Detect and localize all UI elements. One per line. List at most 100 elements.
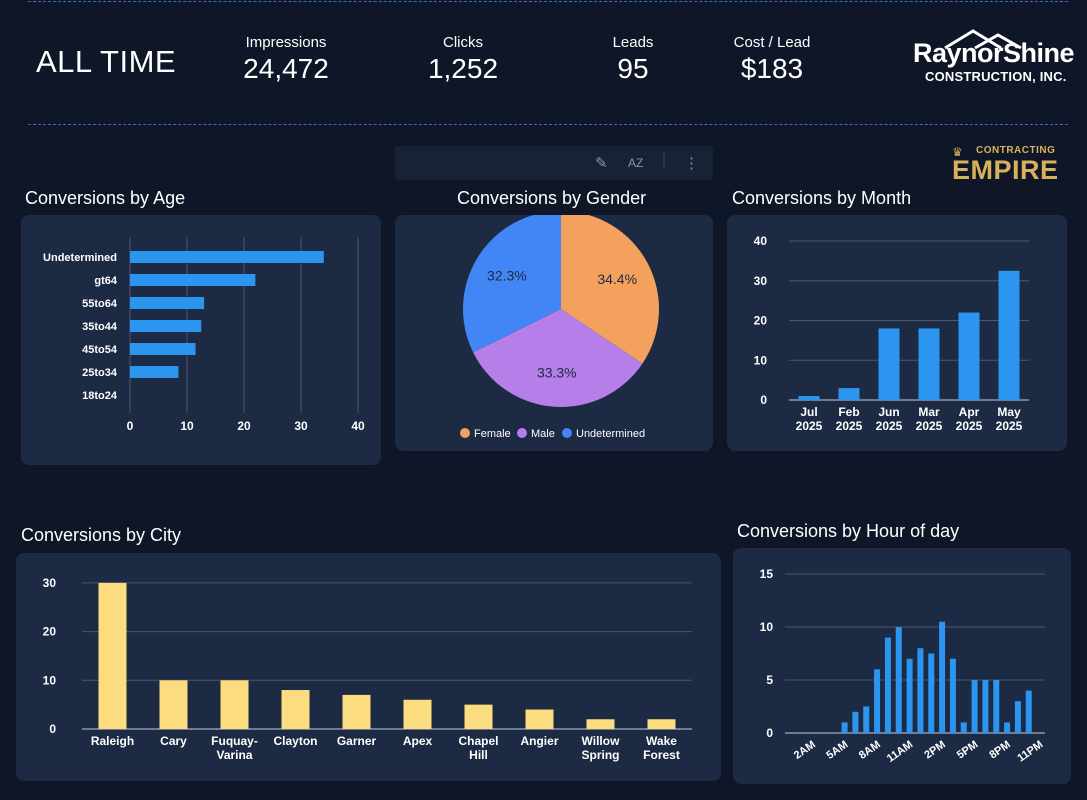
kpi-label: Impressions	[245, 34, 327, 51]
age-chart-title: Conversions by Age	[25, 188, 186, 208]
partner-logo-big: EMPIRE	[952, 155, 1059, 185]
bar	[1025, 690, 1032, 733]
x-tick-label: Apr	[959, 405, 980, 419]
pencil-icon[interactable]: ✎	[595, 155, 608, 172]
bar	[874, 669, 881, 733]
kpi-label: Cost / Lead	[733, 34, 811, 51]
partner-logo-small: CONTRACTING	[976, 145, 1056, 156]
more-vertical-icon[interactable]: ⋮	[684, 155, 699, 172]
x-tick-label: Varina	[216, 748, 252, 762]
age-bar-chart: 0 10 20 30 40 Undetermined gt64 55to64 35to44 45t…	[43, 237, 365, 433]
x-tick-label: Chapel	[458, 734, 498, 748]
x-tick-label: 2025	[956, 419, 983, 433]
hour-bar-chart: 0 5 10 15 2AM 5AM 8AM 11AM 2PM 5PM 8PM 11PM	[760, 567, 1046, 765]
bar	[220, 680, 249, 729]
y-tick-label: Undetermined	[43, 252, 117, 264]
bar	[130, 343, 196, 355]
x-tick-label: 2AM	[792, 739, 818, 762]
bar	[647, 719, 676, 729]
toolbar-separator: |	[662, 151, 666, 168]
bar	[928, 653, 935, 733]
x-tick-label: 20	[237, 419, 251, 433]
y-tick-label: 25to34	[82, 367, 118, 379]
roof-icon	[944, 29, 1022, 50]
x-tick-label: Raleigh	[91, 734, 134, 748]
x-tick-label: Willow	[582, 734, 621, 748]
x-tick-label: Mar	[918, 405, 940, 419]
bar	[98, 582, 127, 729]
x-tick-label: Clayton	[273, 734, 317, 748]
bar	[971, 680, 978, 733]
y-tick-label: 18to24	[82, 390, 118, 402]
x-tick-label: 11PM	[1015, 739, 1045, 765]
sort-az-icon[interactable]: AZ	[628, 156, 644, 170]
hour-chart-title: Conversions by Hour of day	[737, 521, 960, 541]
bar	[960, 722, 967, 733]
kpi-impressions: Impressions 24,472	[236, 34, 336, 85]
x-tick-label: 2025	[916, 419, 943, 433]
y-tick-label: 30	[754, 274, 768, 288]
x-tick-label: Fuquay-	[211, 734, 258, 748]
x-tick-label: 2025	[796, 419, 823, 433]
month-bar-chart: 010203040Jul2025Feb2025Jun2025Mar2025Apr…	[754, 234, 1029, 433]
chart-toolbar: ✎ AZ | ⋮	[395, 146, 713, 180]
bar	[130, 320, 202, 332]
y-tick-label: 10	[754, 353, 768, 367]
x-tick-label: 40	[351, 419, 365, 433]
bar	[159, 680, 188, 729]
bar	[130, 366, 179, 378]
y-tick-label: gt64	[94, 275, 118, 287]
x-tick-label: 5PM	[955, 739, 980, 762]
y-tick-label: 45to54	[82, 344, 118, 356]
bar	[342, 694, 371, 729]
bar	[798, 396, 820, 400]
bar	[917, 648, 924, 733]
x-tick-label: 5AM	[824, 739, 850, 762]
y-tick-label: 30	[43, 576, 57, 590]
x-tick-label: Jul	[800, 405, 817, 419]
x-tick-label: Forest	[643, 748, 680, 762]
date-range-title: ALL TIME	[36, 44, 177, 79]
y-tick-label: 0	[49, 722, 56, 736]
pie-data-label: 33.3%	[537, 365, 577, 381]
x-tick-label: 2025	[876, 419, 903, 433]
x-tick-label: 11AM	[885, 739, 915, 765]
bar	[464, 704, 493, 729]
x-tick-label: 8PM	[987, 739, 1012, 762]
kpi-label: Clicks	[443, 34, 483, 51]
y-tick-label: 55to64	[82, 298, 118, 310]
bar	[525, 709, 554, 729]
legend-swatch	[562, 428, 572, 438]
bar	[895, 627, 902, 733]
logo-name: RaynorShine	[913, 38, 1075, 68]
kpi-value: 24,472	[243, 53, 329, 84]
bar	[130, 297, 205, 309]
gender-pie-chart: 34.4% 33.3% 32.3% Female Male Undetermined	[460, 211, 659, 440]
y-tick-label: 20	[43, 625, 57, 639]
x-tick-label: Hill	[469, 748, 488, 762]
bar	[906, 658, 913, 733]
y-tick-label: 20	[754, 314, 768, 328]
gender-chart-title: Conversions by Gender	[457, 188, 647, 208]
kpi-leads: Leads 95	[583, 34, 683, 85]
age-chart-card: 0 10 20 30 40 Undetermined gt64 55to64 35to44 45t…	[21, 215, 381, 465]
x-tick-label: Spring	[582, 748, 620, 762]
kpi-value: 95	[617, 53, 649, 84]
bar	[918, 328, 940, 400]
legend-label: Male	[531, 428, 555, 440]
x-tick-label: May	[997, 405, 1021, 419]
pie-slice	[463, 211, 561, 353]
bar	[982, 680, 989, 733]
top-divider	[28, 1, 1068, 2]
pie-slice	[473, 309, 643, 407]
hour-chart-card: 0 5 10 15 2AM 5AM 8AM 11AM 2PM 5PM 8PM 11PM	[733, 548, 1071, 784]
y-tick-label: 5	[766, 673, 773, 687]
x-tick-label: Garner	[337, 734, 377, 748]
x-tick-label: 2025	[836, 419, 863, 433]
bar	[841, 722, 848, 733]
y-tick-label: 10	[43, 673, 57, 687]
bar	[863, 706, 870, 733]
x-tick-label: Angier	[520, 734, 558, 748]
bar	[281, 690, 310, 729]
pie-data-label: 32.3%	[487, 267, 527, 283]
